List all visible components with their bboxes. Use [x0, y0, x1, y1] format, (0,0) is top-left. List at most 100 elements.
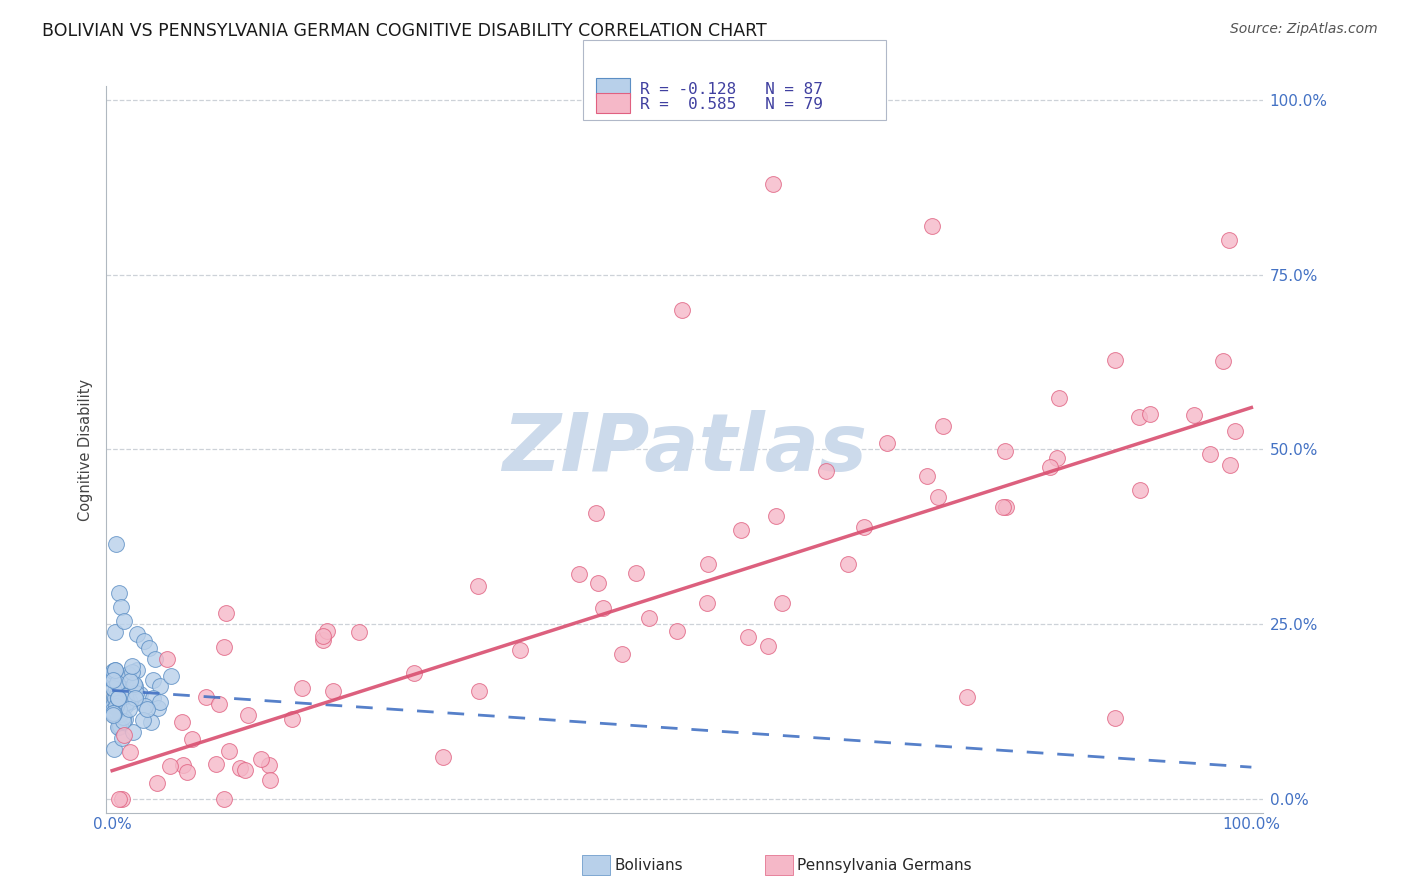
Point [250, 752, 273, 766]
Point [852, 520, 875, 534]
Point [103, 667, 125, 681]
Point [105, 675, 128, 690]
Point [105, 698, 128, 713]
Point [311, 633, 333, 648]
Point [138, 641, 160, 656]
Point [149, 695, 172, 709]
Point [671, 302, 693, 317]
Point [105, 701, 128, 715]
Point [128, 687, 150, 701]
Text: Bolivians: Bolivians [614, 858, 683, 872]
Point [172, 758, 194, 772]
Point [994, 444, 1017, 458]
Point [145, 652, 167, 666]
Point [108, 697, 131, 711]
Point [139, 714, 162, 729]
Point [103, 690, 125, 705]
Point [876, 436, 898, 450]
Text: Source: ZipAtlas.com: Source: ZipAtlas.com [1230, 22, 1378, 37]
Point [349, 625, 371, 640]
Point [228, 761, 250, 775]
Point [136, 702, 159, 716]
Point [127, 627, 149, 641]
Point [112, 681, 135, 696]
Point [115, 695, 138, 709]
Point [1182, 409, 1205, 423]
Point [1046, 450, 1069, 465]
Point [159, 759, 181, 773]
Point [104, 624, 127, 639]
Point [111, 714, 134, 728]
Point [103, 674, 125, 689]
Point [104, 537, 127, 551]
Point [610, 648, 633, 662]
Point [568, 566, 591, 581]
Text: ZIPatlas: ZIPatlas [502, 410, 868, 489]
Point [107, 720, 129, 734]
Point [104, 684, 127, 698]
Point [730, 523, 752, 537]
Point [111, 731, 134, 745]
Point [156, 652, 179, 666]
Point [111, 692, 134, 706]
Point [208, 697, 231, 711]
Point [148, 700, 170, 714]
Point [124, 677, 146, 691]
Point [118, 673, 141, 688]
Point [120, 745, 142, 759]
Point [316, 624, 339, 638]
Point [509, 643, 531, 657]
Point [1129, 483, 1152, 498]
Point [104, 663, 127, 677]
Point [624, 566, 647, 580]
Text: Pennsylvania Germans: Pennsylvania Germans [797, 858, 972, 872]
Point [122, 678, 145, 692]
Point [111, 791, 134, 805]
Point [1047, 392, 1070, 406]
Point [814, 464, 837, 478]
Point [638, 611, 661, 625]
Point [117, 666, 139, 681]
Text: R = -0.128   N = 87: R = -0.128 N = 87 [640, 82, 823, 96]
Point [105, 681, 128, 696]
Y-axis label: Cognitive Disability: Cognitive Disability [79, 378, 93, 521]
Point [770, 596, 793, 610]
Point [235, 763, 257, 777]
Point [215, 606, 238, 620]
Point [104, 664, 127, 678]
Point [132, 713, 155, 727]
Point [121, 665, 143, 679]
Point [765, 508, 787, 523]
Point [110, 599, 132, 614]
Point [134, 698, 156, 713]
Point [322, 683, 344, 698]
Point [103, 681, 125, 695]
Point [402, 666, 425, 681]
Point [291, 681, 314, 696]
Point [107, 690, 129, 705]
Point [1212, 354, 1234, 368]
Point [111, 699, 134, 714]
Point [103, 672, 125, 686]
Point [170, 715, 193, 730]
Point [160, 669, 183, 683]
Point [991, 500, 1014, 515]
Point [107, 720, 129, 734]
Point [932, 419, 955, 434]
Point [114, 686, 136, 700]
Point [585, 506, 607, 520]
Point [105, 687, 128, 701]
Point [467, 579, 489, 593]
Point [586, 576, 609, 591]
Point [1104, 353, 1126, 368]
Point [181, 731, 204, 746]
Point [1139, 407, 1161, 421]
Point [915, 469, 938, 483]
Point [103, 667, 125, 681]
Point [111, 710, 134, 724]
Point [118, 693, 141, 707]
Point [756, 639, 779, 653]
Point [121, 725, 143, 739]
Point [120, 696, 142, 710]
Point [927, 490, 949, 504]
